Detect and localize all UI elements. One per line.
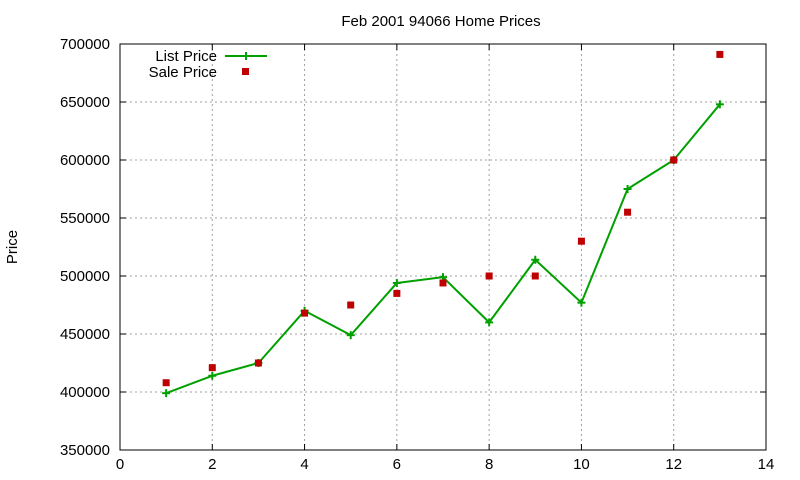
legend-cross <box>242 52 250 60</box>
legend-label-sale-price: Sale Price <box>149 64 217 81</box>
list-price-point <box>485 318 494 327</box>
list-price-point <box>162 389 171 398</box>
y-tick-label: 600000 <box>60 152 110 169</box>
sale-price-point <box>577 237 585 245</box>
list-price-point <box>715 100 724 109</box>
y-tick-label: 700000 <box>60 36 110 53</box>
x-tick-label: 10 <box>573 456 590 473</box>
sale-price-point <box>347 301 355 309</box>
x-tick-label: 4 <box>300 456 308 473</box>
grid-lines <box>120 44 766 450</box>
list-price-point <box>392 278 401 287</box>
sale-price-point <box>208 364 216 372</box>
sale-price-point <box>439 279 447 287</box>
x-tick-label: 0 <box>116 456 124 473</box>
tick-labels: 0 2 4 6 8 10 12 14 350000 400000 450000 500000 55000… <box>60 36 774 473</box>
y-tick-label: 500000 <box>60 268 110 285</box>
legend-marker-sale-price <box>242 68 249 75</box>
sale-price-point <box>162 379 170 387</box>
chart-title: Feb 2001 94066 Home Prices <box>341 13 540 30</box>
sale-price-point <box>624 208 632 216</box>
x-tick-label: 12 <box>665 456 682 473</box>
list-price-line <box>165 103 721 395</box>
sale-price-point <box>531 272 539 280</box>
x-tick-label: 14 <box>758 456 775 473</box>
y-axis-label: Price <box>4 230 21 264</box>
y-tick-label: 650000 <box>60 94 110 111</box>
plot-frame <box>119 43 767 451</box>
sale-price-point <box>670 156 678 164</box>
sale-price-point <box>393 289 401 297</box>
list-price-point <box>346 331 355 340</box>
series-layer <box>162 50 724 398</box>
list-price-point <box>208 371 217 380</box>
sale-price-point <box>716 50 724 58</box>
y-tick-label: 550000 <box>60 210 110 227</box>
x-tick-label: 6 <box>393 456 401 473</box>
list-price-point <box>531 255 540 264</box>
y-tick-label: 400000 <box>60 384 110 401</box>
sale-price-point <box>254 359 262 367</box>
y-tick-label: 350000 <box>60 442 110 459</box>
list-price-point <box>623 185 632 193</box>
x-tick-label: 2 <box>208 456 216 473</box>
axis-ticks <box>119 43 767 451</box>
sale-price-point <box>301 309 309 317</box>
legend: List Price Sale Price <box>149 48 267 81</box>
list-price-point <box>577 298 586 307</box>
x-tick-label: 8 <box>485 456 493 473</box>
legend-label-list-price: List Price <box>155 48 217 65</box>
sale-price-point <box>485 272 493 280</box>
legend-marker-list-price <box>242 52 250 60</box>
y-tick-label: 450000 <box>60 326 110 343</box>
